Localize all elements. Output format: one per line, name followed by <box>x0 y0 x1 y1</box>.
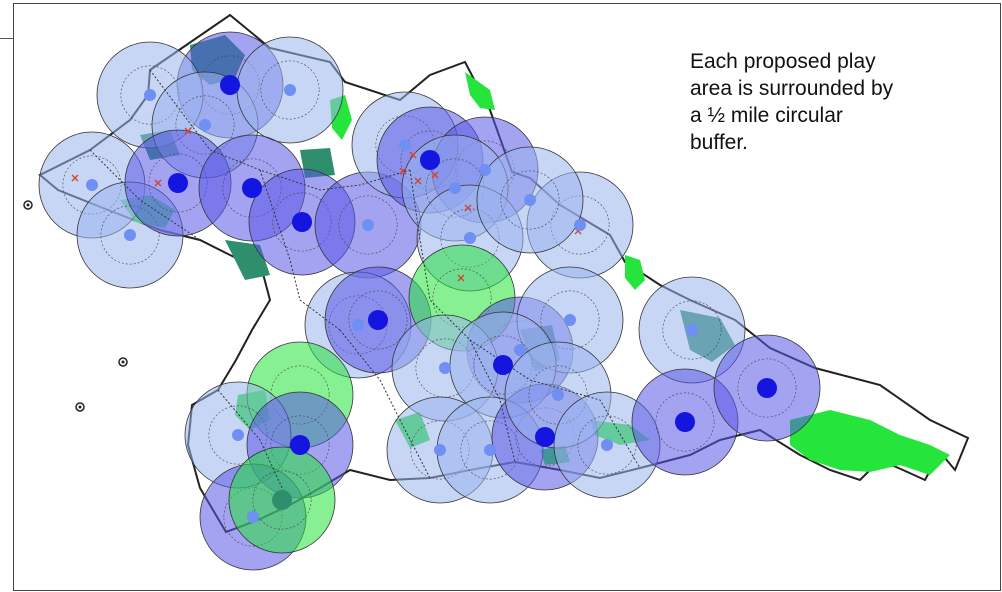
site-markers <box>86 75 777 523</box>
play-area-marker <box>484 444 496 456</box>
play-area-marker <box>220 75 240 95</box>
play-area-marker <box>514 344 526 356</box>
buffer-inner-ring <box>348 290 408 350</box>
play-area-marker <box>675 412 695 432</box>
play-area-marker <box>574 219 586 231</box>
play-area-marker <box>168 173 188 193</box>
buffer-inner-ring <box>655 392 715 452</box>
play-area-marker <box>524 194 536 206</box>
play-area-marker <box>686 324 698 336</box>
play-area-marker <box>368 310 388 330</box>
buffer-inner-ring <box>260 60 320 120</box>
play-area-marker <box>552 389 564 401</box>
isolated-points <box>23 200 128 412</box>
play-area-marker <box>564 314 576 326</box>
survey-point-icon <box>23 200 33 210</box>
play-area-marker <box>535 427 555 447</box>
play-area-marker <box>272 490 292 510</box>
play-area-marker <box>290 435 310 455</box>
play-area-marker <box>420 150 440 170</box>
play-area-marker <box>493 355 513 375</box>
buffer-inner-ring <box>577 415 637 475</box>
buffer-inner-ring <box>500 170 560 230</box>
play-area-marker <box>292 212 312 232</box>
ward-boundaries <box>89 69 641 506</box>
play-area-marker <box>439 362 451 374</box>
play-area-marker <box>464 232 476 244</box>
buffer-inner-ring <box>662 300 722 360</box>
map-caption: Each proposed play area is surrounded by… <box>690 50 894 154</box>
play-area-marker <box>601 439 613 451</box>
buffer-inner-ring <box>252 470 312 530</box>
play-area-marker <box>284 84 296 96</box>
play-area-marker <box>86 179 98 191</box>
survey-point-icon <box>118 357 128 367</box>
play-area-marker <box>399 139 411 151</box>
buffer-inner-ring <box>338 195 398 255</box>
play-area-marker <box>449 182 461 194</box>
frame-tick <box>0 38 14 39</box>
play-area-marker <box>757 378 777 398</box>
play-area-marker <box>479 164 491 176</box>
play-area-marker <box>434 444 446 456</box>
play-area-marker <box>124 229 136 241</box>
play-area-marker <box>362 219 374 231</box>
survey-point-icon <box>75 402 85 412</box>
buffer-inner-ring <box>737 358 797 418</box>
play-area-marker <box>144 89 156 101</box>
play-area-marker <box>247 511 259 523</box>
play-area-marker <box>199 119 211 131</box>
play-area-marker <box>242 178 262 198</box>
play-area-marker <box>232 429 244 441</box>
play-area-marker <box>352 319 364 331</box>
